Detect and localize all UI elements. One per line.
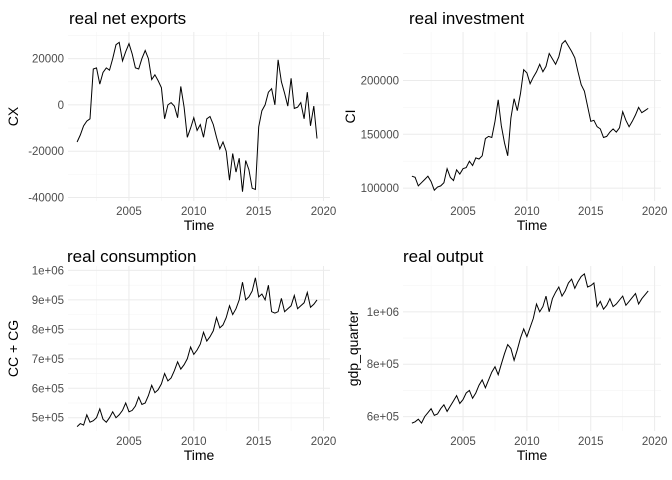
x-axis-title: Time	[184, 217, 215, 233]
panel-4: 2005 2010 2015 2020 6e+05 8e+05 1e+06 real outp…	[345, 247, 667, 463]
y-tick-label: 6e+05	[32, 383, 64, 395]
series-line	[411, 273, 649, 425]
x-tick-label: 2020	[311, 436, 337, 448]
x-tick-label: 2005	[450, 206, 476, 218]
y-axis-title: CC + CG	[5, 320, 21, 377]
y-axis-title: CI	[342, 110, 358, 124]
y-tick-label: 7e+05	[32, 354, 64, 366]
series-line	[76, 277, 318, 427]
y-tick-label: 5e+05	[32, 413, 64, 425]
x-axis-title: Time	[517, 217, 548, 233]
x-tick-label: 2005	[116, 436, 142, 448]
y-tick-label: 0	[58, 100, 64, 112]
y-tick-label: 9e+05	[32, 295, 64, 307]
panel-1: 2005 2010 2015 2020 -40000 -20000 0 20000 real n…	[5, 9, 336, 233]
x-tick-label: 2015	[246, 206, 272, 218]
x-tick-label: 2015	[578, 206, 604, 218]
panel-title: real net exports	[69, 9, 186, 28]
y-tick-label: 1e+06	[367, 307, 399, 319]
series-line	[76, 41, 318, 192]
x-tick-label: 2010	[181, 436, 207, 448]
x-tick-label: 2005	[116, 206, 142, 218]
x-tick-label: 2010	[514, 436, 540, 448]
y-tick-label: 20000	[32, 54, 64, 66]
panel-title: real investment	[409, 9, 525, 28]
x-tick-label: 2020	[642, 436, 668, 448]
y-tick-label: 6e+05	[367, 412, 399, 424]
y-tick-label: -20000	[28, 146, 64, 158]
y-axis-title: CX	[5, 106, 21, 126]
x-tick-label: 2020	[311, 206, 337, 218]
y-tick-label: 150000	[361, 129, 399, 141]
panel-title: real output	[403, 247, 484, 266]
x-tick-label: 2020	[642, 206, 668, 218]
x-axis-title: Time	[517, 447, 548, 463]
series-line	[411, 39, 649, 192]
x-tick-label: 2005	[450, 436, 476, 448]
y-tick-label: 8e+05	[32, 324, 64, 336]
panel-title: real consumption	[67, 247, 196, 266]
y-tick-label: 8e+05	[367, 359, 399, 371]
y-tick-label: -40000	[28, 193, 64, 205]
y-tick-label: 100000	[361, 183, 399, 195]
x-tick-label: 2010	[181, 206, 207, 218]
panel-3: 2005 2010 2015 2020 5e+05 6e+05 7e+05 8e+05 9e+0…	[5, 247, 336, 463]
x-tick-label: 2015	[246, 436, 272, 448]
x-tick-label: 2015	[578, 436, 604, 448]
y-tick-label: 200000	[361, 75, 399, 87]
panel-2: 2005 2010 2015 2020 100000 150000 200000 real i…	[342, 9, 667, 233]
x-axis-title: Time	[184, 447, 215, 463]
x-tick-label: 2010	[514, 206, 540, 218]
y-axis-title: gdp_quarter	[345, 310, 361, 386]
y-tick-label: 1e+06	[32, 265, 64, 277]
